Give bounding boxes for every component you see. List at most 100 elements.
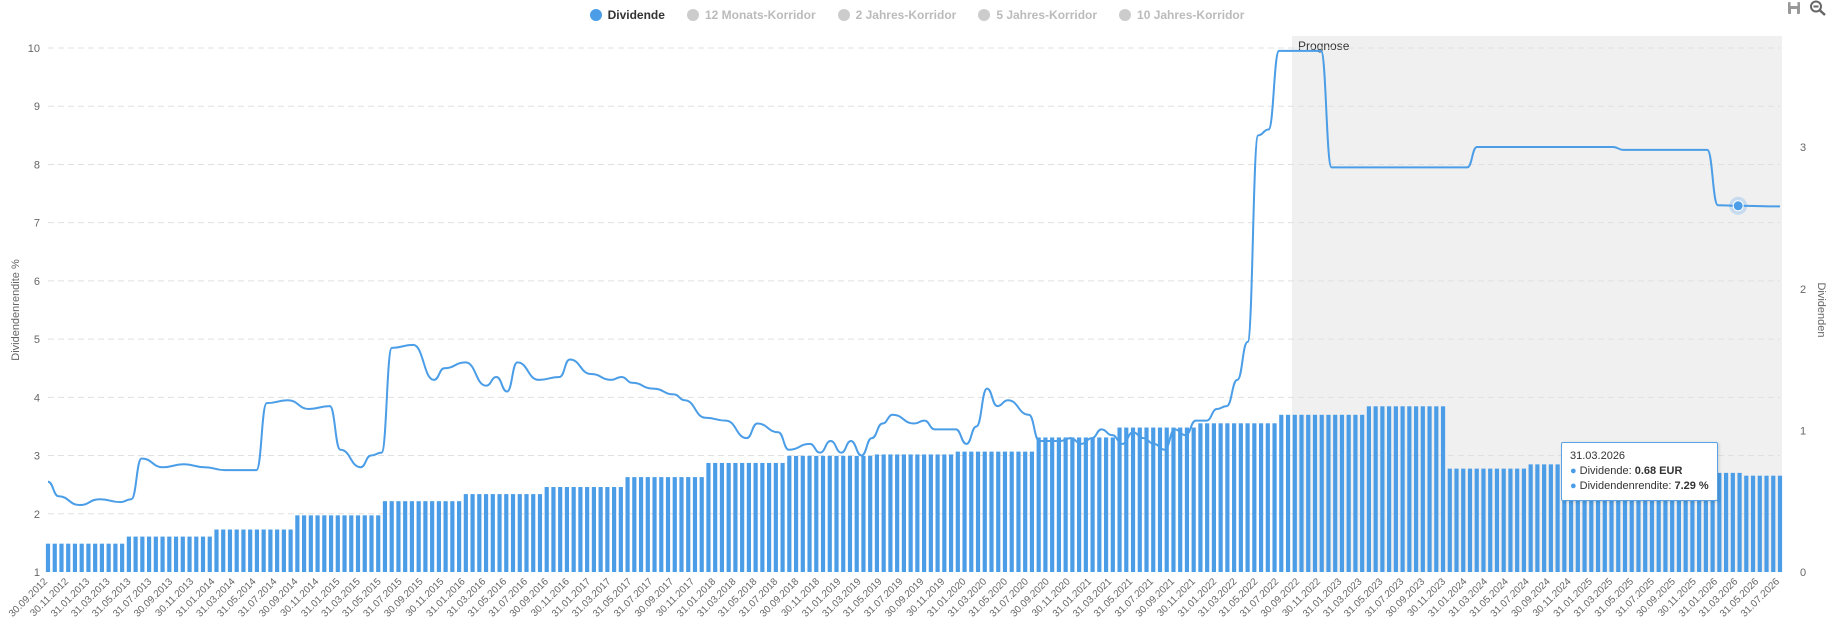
dividend-bar (719, 462, 725, 572)
dividend-bar (409, 501, 415, 572)
dividend-bar (254, 529, 260, 572)
dividend-bar (1285, 414, 1291, 572)
dividend-bar (1676, 467, 1681, 572)
legend-item-12-monats-korridor[interactable]: 12 Monats-Korridor (686, 8, 816, 22)
dividend-bar (200, 536, 206, 572)
chart-tooltip: 31.03.2026 ● Dividende: 0.68 EUR ● Dividen… (1561, 442, 1718, 501)
dividend-bar (1373, 406, 1378, 572)
dividend-bar (1737, 472, 1742, 572)
bullet-icon: ● (1570, 480, 1577, 492)
legend-item-dividende[interactable]: Dividende (589, 8, 665, 22)
y-tick-left: 8 (34, 159, 40, 171)
dividend-bar (59, 543, 64, 572)
dividend-bar (308, 515, 313, 572)
dividend-bar (173, 536, 179, 572)
dividend-bar (1211, 423, 1216, 572)
dividend-bar (1124, 427, 1129, 572)
dividend-bar (443, 501, 448, 572)
dividend-bar (113, 543, 118, 572)
bullet-icon: ● (1570, 465, 1577, 477)
dividend-bar (746, 462, 751, 572)
dividend-bar (679, 477, 684, 572)
zoom-out-button[interactable] (1808, 0, 1828, 16)
dividend-bar (1548, 464, 1553, 572)
dividend-bar (1602, 464, 1607, 572)
dividend-bar (1387, 406, 1392, 572)
dividend-bar (355, 515, 361, 572)
y-tick-right: 3 (1800, 142, 1806, 154)
dividend-bar (1690, 467, 1695, 572)
dividend-bar (1002, 451, 1008, 572)
dividend-bar (686, 477, 691, 572)
legend-item-5-jahres-korridor[interactable]: 5 Jahres-Korridor (978, 8, 1097, 22)
dividend-bar (1299, 414, 1304, 572)
dividend-bar (362, 515, 367, 572)
legend-item-2-jahres-korridor[interactable]: 2 Jahres-Korridor (837, 8, 956, 22)
tooltip-yield-label: Dividendenrendite: (1579, 480, 1675, 492)
dividend-bar (207, 536, 212, 572)
y-axis-title-right: Dividenden (1815, 282, 1827, 337)
dividend-bar (585, 487, 590, 572)
y-tick-left: 6 (34, 276, 40, 288)
y-tick-left: 4 (34, 392, 40, 404)
dividend-bar (1575, 464, 1580, 572)
legend-label: Dividende (607, 8, 665, 22)
legend-dot-dividende (589, 9, 602, 21)
legend-dot-10-jahres (1119, 9, 1132, 21)
dividend-bar (1225, 423, 1230, 572)
dividend-bar (99, 543, 105, 572)
dividend-bar (665, 477, 671, 572)
dividend-bar (79, 543, 84, 572)
dividend-bar (1056, 437, 1061, 572)
y-tick-right: 1 (1800, 425, 1806, 437)
dividend-bar (834, 455, 839, 572)
dividend-bar (1730, 472, 1735, 572)
dividend-bar (1764, 475, 1769, 572)
legend-dot-2-jahres (837, 9, 850, 21)
dividend-bar (281, 529, 286, 572)
dividend-bar (1063, 437, 1068, 572)
dividend-bar (315, 515, 320, 572)
dividend-bar (1137, 427, 1142, 572)
legend-label: 12 Monats-Korridor (704, 8, 816, 22)
dividend-bar (1333, 414, 1338, 572)
legend-item-10-jahres-korridor[interactable]: 10 Jahres-Korridor (1119, 8, 1244, 22)
dividend-bar (1016, 451, 1021, 572)
dividend-bar (1461, 468, 1466, 572)
dividend-bar (1670, 467, 1675, 572)
dividend-bar (52, 543, 57, 572)
dividend-bar (180, 536, 185, 572)
save-icon (1788, 2, 1800, 14)
dividend-bar (295, 515, 300, 572)
tooltip-dividend-label: Dividende: (1579, 465, 1635, 477)
dividend-bar (430, 501, 435, 572)
tooltip-dividend-value: 0.68 EUR (1634, 465, 1683, 477)
dividend-bar (807, 455, 812, 572)
y-tick-left: 10 (28, 43, 40, 55)
zoom-out-icon (1810, 0, 1826, 16)
dividend-bar (268, 529, 273, 572)
chart-legend: Dividende 12 Monats-Korridor 2 Jahres-Ko… (0, 8, 1834, 22)
dividend-bar (1292, 414, 1297, 572)
dividend-bar (153, 536, 158, 572)
dividend-bar (1589, 464, 1594, 572)
dividend-bar (1622, 467, 1628, 572)
save-button[interactable] (1784, 0, 1804, 16)
dividend-bar (517, 494, 522, 572)
dividend-bar (1178, 427, 1183, 572)
dividend-bar (1339, 414, 1345, 572)
dividend-bar (342, 515, 347, 572)
dividend-bar (726, 462, 731, 572)
dividend-bar (1029, 451, 1035, 572)
dividend-bar (706, 462, 711, 572)
legend-dot-12-monats (686, 9, 699, 21)
dividend-bar (1050, 437, 1055, 572)
dividend-bar (1467, 468, 1473, 572)
dividend-bar (1144, 427, 1149, 572)
dividend-bar (1683, 467, 1688, 572)
dividend-bar (1070, 437, 1075, 572)
dividend-bar (106, 543, 111, 572)
dividend-bar (733, 462, 738, 572)
dividend-bar (167, 536, 172, 572)
dividend-bar (1151, 427, 1156, 572)
